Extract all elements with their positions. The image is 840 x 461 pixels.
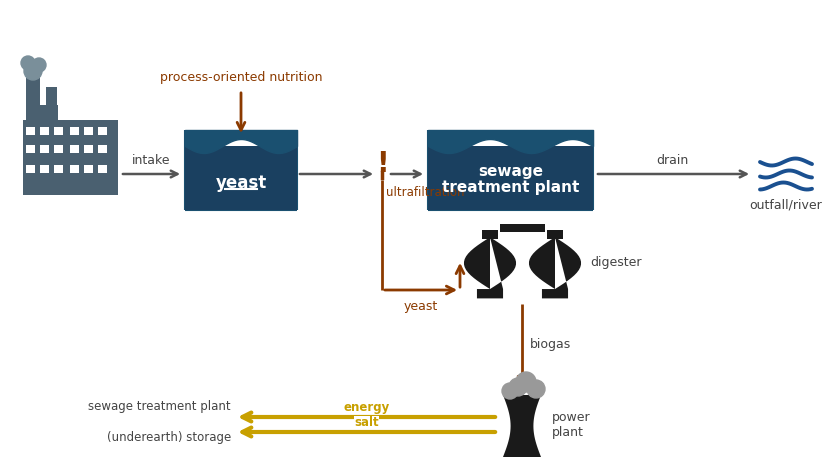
Bar [26, 165, 35, 173]
Circle shape [32, 58, 46, 72]
Bar [46, 87, 57, 121]
Bar [500, 224, 545, 232]
Bar [26, 127, 35, 135]
Bar [98, 165, 107, 173]
Circle shape [502, 383, 518, 399]
Bar [54, 165, 63, 173]
Bar [547, 230, 563, 239]
Bar [84, 145, 93, 153]
Text: digester: digester [590, 255, 642, 268]
Bar [482, 230, 498, 239]
Bar [70, 145, 79, 153]
Text: salt: salt [354, 416, 379, 429]
Text: ultrafiltration: ultrafiltration [386, 186, 465, 199]
Text: process-oriented nutrition: process-oriented nutrition [160, 71, 323, 84]
Text: (underearth) storage: (underearth) storage [107, 431, 231, 444]
Circle shape [527, 380, 545, 398]
Text: power
plant: power plant [552, 411, 591, 439]
Bar [428, 146, 593, 210]
Bar [70, 127, 79, 135]
Text: energy: energy [344, 401, 390, 414]
Bar [40, 127, 49, 135]
Text: treatment plant: treatment plant [442, 179, 580, 195]
Polygon shape [503, 395, 541, 457]
Text: sewage treatment plant: sewage treatment plant [88, 400, 231, 413]
Text: biogas: biogas [530, 338, 571, 351]
Polygon shape [464, 237, 516, 298]
Bar [54, 127, 63, 135]
Bar [26, 73, 40, 121]
Circle shape [516, 372, 536, 392]
Text: sewage: sewage [478, 164, 543, 178]
Bar [40, 165, 49, 173]
Bar [84, 127, 93, 135]
Circle shape [24, 62, 42, 80]
Text: yeast: yeast [215, 174, 266, 192]
Text: yeast: yeast [404, 300, 438, 313]
Circle shape [509, 378, 527, 396]
Bar [70, 165, 79, 173]
Bar [185, 146, 297, 210]
Text: !: ! [375, 150, 388, 178]
Polygon shape [23, 105, 118, 195]
Bar [40, 145, 49, 153]
Circle shape [21, 56, 35, 70]
Text: drain: drain [656, 154, 689, 167]
Bar [98, 145, 107, 153]
Bar [26, 145, 35, 153]
Polygon shape [529, 237, 581, 298]
Bar [84, 165, 93, 173]
Bar [98, 127, 107, 135]
Text: outfall/river: outfall/river [749, 198, 822, 211]
Bar [54, 145, 63, 153]
Text: intake: intake [132, 154, 171, 167]
